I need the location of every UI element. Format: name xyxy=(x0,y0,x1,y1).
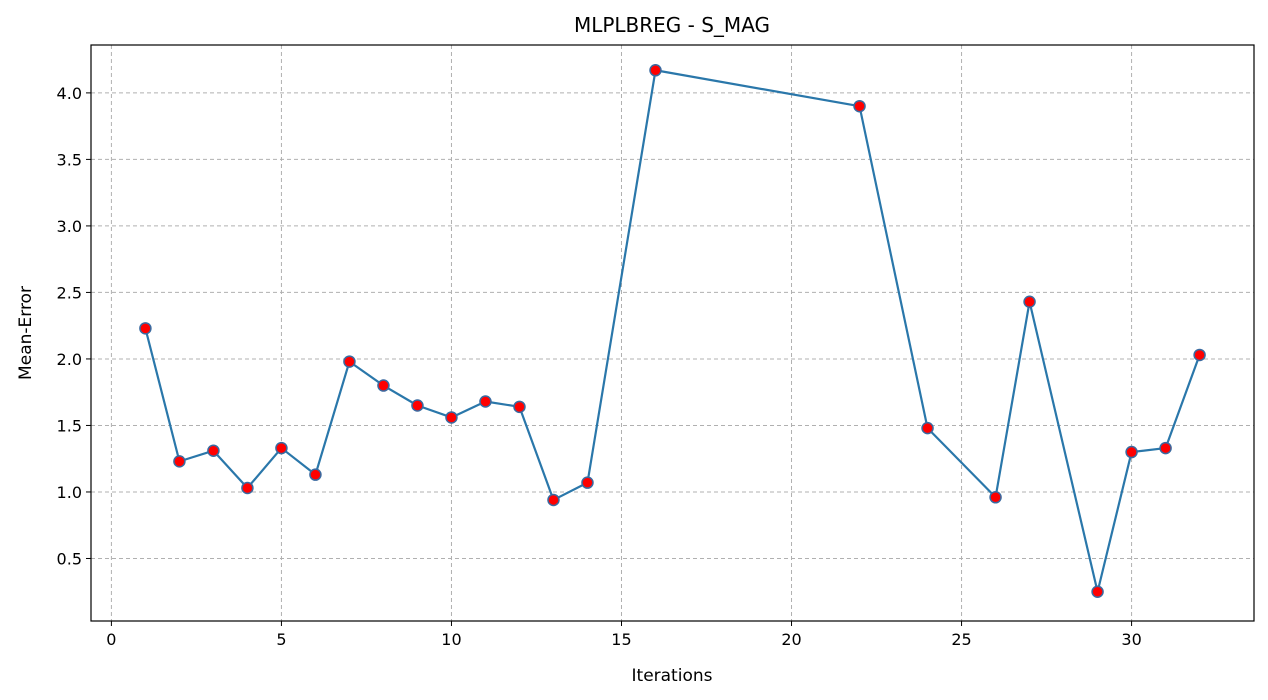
y-axis-ticks: 0.5 1.0 1.5 2.0 2.5 3.0 3.5 4.0 xyxy=(57,84,91,568)
y-tick-label: 4.0 xyxy=(57,84,82,103)
x-axis-ticks: 0 5 10 15 20 25 30 xyxy=(106,621,1142,649)
data-point xyxy=(445,411,458,424)
y-tick-label: 1.5 xyxy=(57,416,82,435)
data-point xyxy=(989,491,1002,504)
data-point xyxy=(1023,295,1036,308)
data-point xyxy=(309,468,322,481)
x-axis-title: Iterations xyxy=(632,666,713,686)
data-point xyxy=(411,399,424,412)
x-tick-label: 5 xyxy=(276,630,286,649)
x-tick-label: 10 xyxy=(441,630,461,649)
data-point xyxy=(241,481,254,495)
data-point xyxy=(1159,441,1172,455)
x-tick-label: 0 xyxy=(106,630,116,649)
data-point xyxy=(1091,585,1104,598)
series-markers xyxy=(139,64,1206,598)
data-point xyxy=(547,493,560,507)
data-point xyxy=(513,400,526,414)
x-tick-label: 15 xyxy=(611,630,631,649)
y-tick-label: 2.0 xyxy=(57,350,82,369)
data-point xyxy=(173,455,186,468)
y-tick-label: 3.5 xyxy=(57,150,82,169)
y-axis-title: Mean-Error xyxy=(16,286,36,380)
y-tick-label: 2.5 xyxy=(57,283,82,302)
chart-title: MLPLBREG - S_MAG xyxy=(574,13,770,37)
data-point xyxy=(479,395,492,408)
plot-frame xyxy=(90,44,1255,622)
data-point xyxy=(343,355,356,368)
data-point xyxy=(581,476,594,489)
grid-lines xyxy=(91,45,1254,621)
plot-area xyxy=(91,45,1254,621)
data-point xyxy=(275,441,288,455)
data-point xyxy=(139,322,152,335)
data-point xyxy=(1125,445,1138,459)
data-point xyxy=(921,421,934,435)
data-point xyxy=(853,99,866,113)
y-tick-label: 0.5 xyxy=(57,549,82,568)
data-point xyxy=(649,64,662,77)
data-point xyxy=(207,444,220,457)
data-point xyxy=(1193,348,1206,362)
data-point xyxy=(377,379,390,392)
y-tick-label: 3.0 xyxy=(57,217,82,236)
x-tick-label: 30 xyxy=(1121,630,1141,649)
x-tick-label: 20 xyxy=(781,630,801,649)
y-tick-label: 1.0 xyxy=(57,483,82,502)
x-tick-label: 25 xyxy=(951,630,971,649)
